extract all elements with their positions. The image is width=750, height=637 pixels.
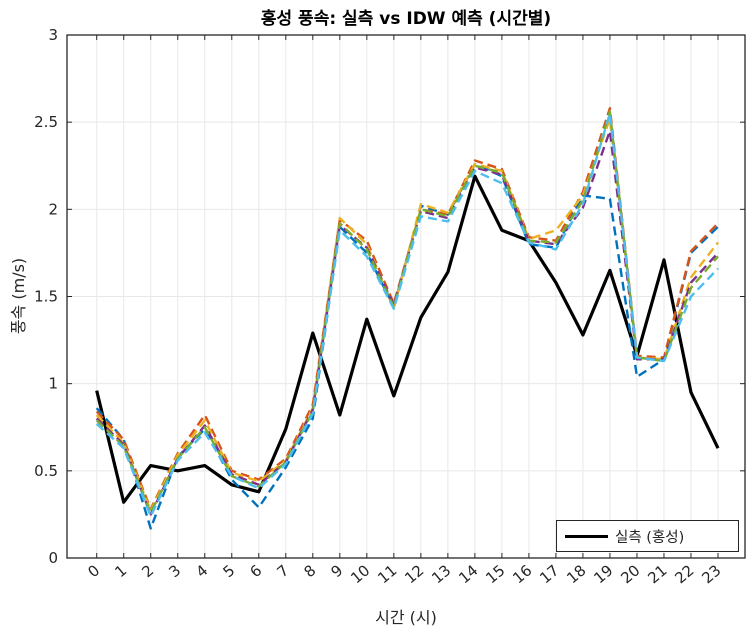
- x-tick-label: 18: [563, 561, 589, 587]
- legend: 실측 (홍성): [556, 520, 739, 552]
- x-tick-label: 13: [428, 561, 454, 587]
- series-idw-green: [95, 110, 719, 514]
- x-tick-label: 1: [111, 561, 130, 581]
- x-tick-label: 0: [84, 561, 103, 581]
- y-tick-label: 1: [48, 375, 58, 393]
- x-tick-label: 20: [617, 561, 643, 587]
- y-axis-label: 풍속 (m/s): [9, 257, 28, 335]
- chart-title: 홍성 풍속: 실측 vs IDW 예측 (시간별): [260, 9, 552, 29]
- x-tick-label: 17: [536, 561, 562, 587]
- x-tick-label: 11: [374, 561, 400, 587]
- x-tick-label: 14: [455, 561, 481, 587]
- y-tick-label: 3: [48, 26, 58, 44]
- x-tick-label: 19: [590, 561, 616, 587]
- series-idw-cyan: [95, 112, 719, 518]
- series-measured: [95, 174, 720, 504]
- x-tick-label: 15: [482, 561, 508, 587]
- x-tick-label: 9: [328, 561, 347, 581]
- x-axis-label: 시간 (시): [375, 608, 437, 627]
- x-tick-label: 3: [165, 561, 184, 581]
- legend-label: 실측 (홍성): [615, 529, 685, 546]
- x-tick-label: 5: [219, 561, 238, 581]
- x-tick-label: 16: [509, 561, 535, 587]
- x-tick-label: 12: [401, 561, 427, 587]
- x-tick-label: 4: [192, 561, 211, 581]
- y-tick-label: 0: [48, 549, 58, 567]
- x-tick-label: 21: [644, 561, 670, 587]
- x-tick-label: 23: [698, 561, 724, 587]
- x-tick-label: 6: [246, 561, 265, 581]
- x-tick-label: 8: [300, 561, 319, 581]
- x-tick-label: 10: [347, 561, 373, 587]
- legend-line-sample: [565, 534, 608, 538]
- x-tick-label: 7: [273, 561, 292, 581]
- y-tick-label: 0.5: [34, 462, 58, 480]
- axes-box: [66, 34, 746, 559]
- y-tick-label: 1.5: [34, 288, 58, 306]
- x-tick-label: 2: [138, 561, 157, 581]
- y-tick-label: 2: [48, 200, 58, 218]
- x-tick-label: 22: [671, 561, 697, 587]
- y-tick-label: 2.5: [34, 113, 58, 131]
